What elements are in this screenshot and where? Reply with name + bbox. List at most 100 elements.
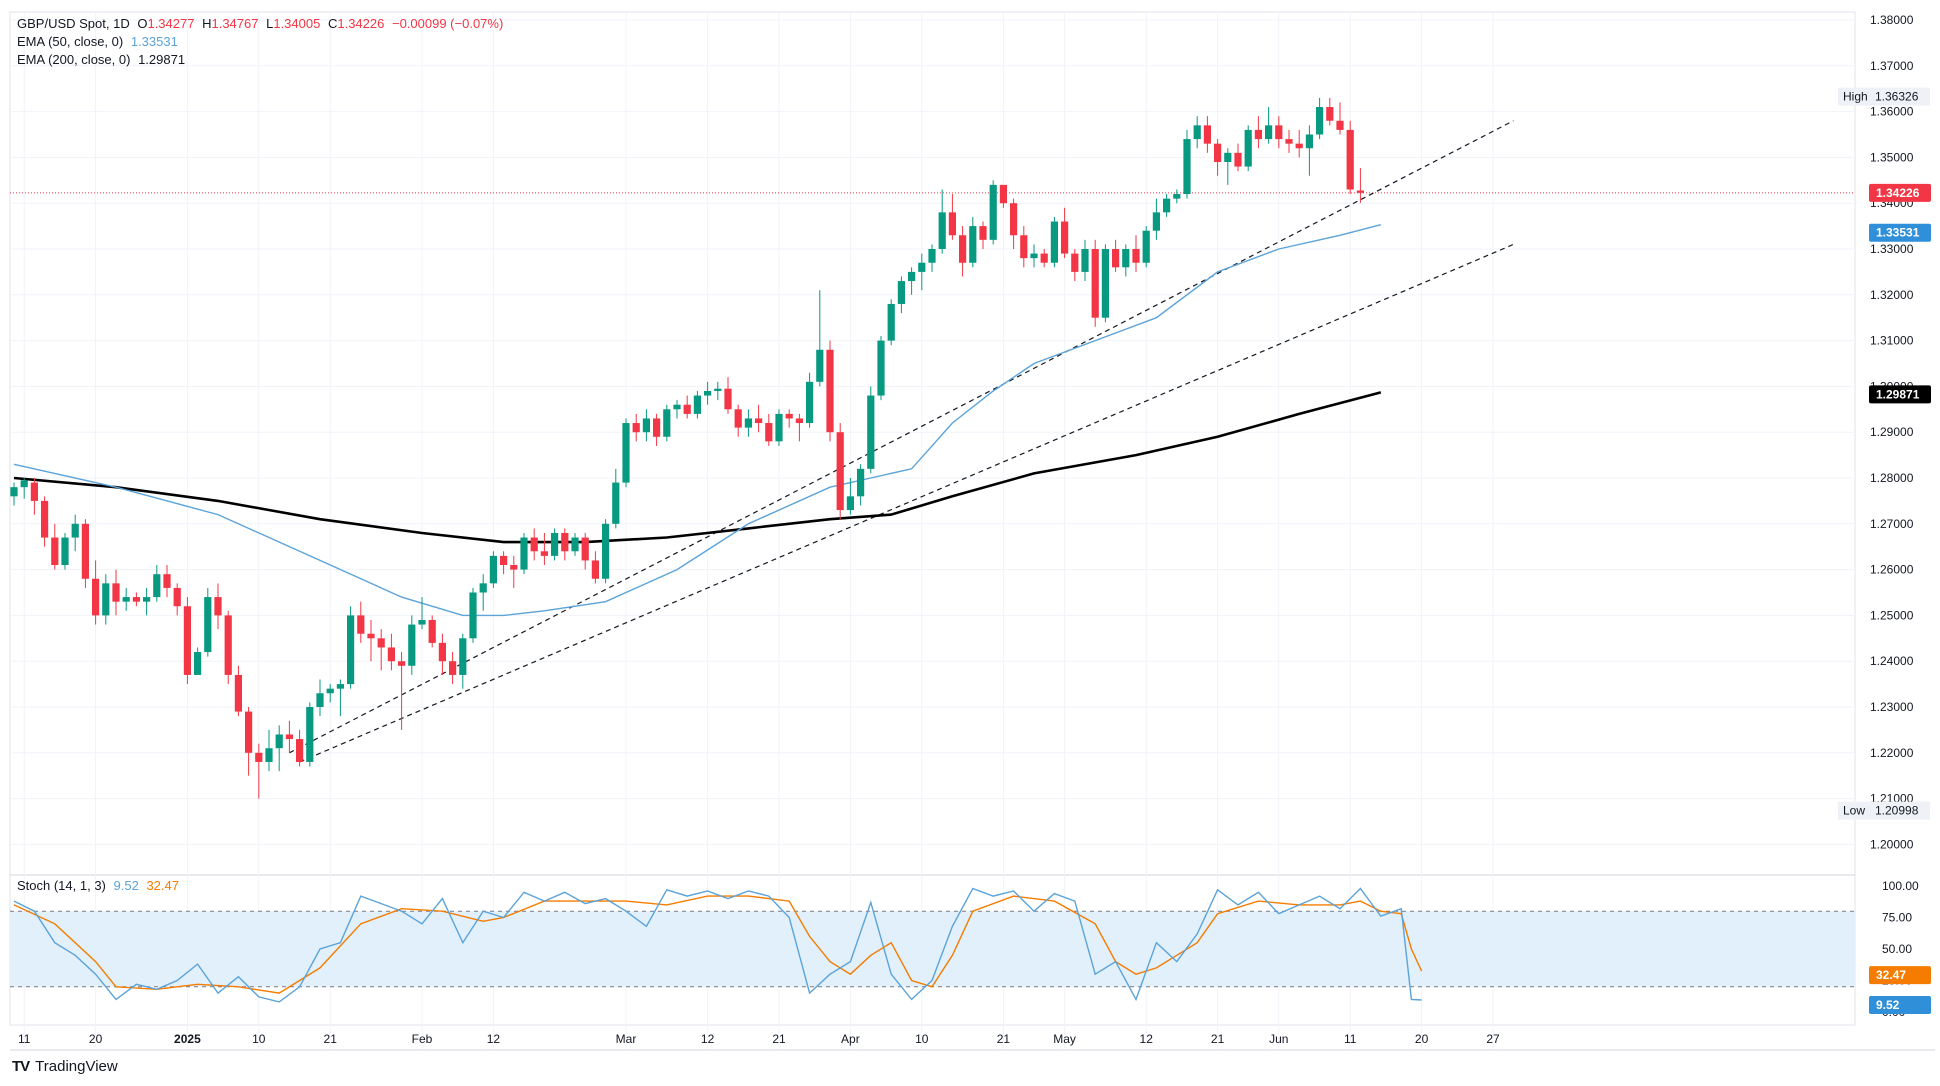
- candle-body: [275, 734, 283, 749]
- candle: [816, 290, 824, 387]
- time-tick-label: 21: [1211, 1032, 1225, 1046]
- candle-body: [724, 388, 732, 410]
- candle: [71, 514, 79, 552]
- candle-body: [1214, 143, 1222, 162]
- candle: [632, 413, 640, 442]
- candle: [479, 574, 487, 611]
- time-tick-label: 21: [324, 1032, 338, 1046]
- high-marker: High 1.36326: [1838, 87, 1930, 106]
- candle: [1030, 244, 1038, 268]
- price-tick-label: 1.29000: [1870, 425, 1914, 439]
- stoch-legend: Stoch (14, 1, 3) 9.52 32.47: [17, 878, 183, 893]
- ema200-label: EMA (200, close, 0): [17, 52, 131, 67]
- candle-body: [255, 752, 263, 762]
- stoch-label: Stoch (14, 1, 3): [17, 878, 106, 893]
- candle: [234, 665, 242, 717]
- candle-body: [602, 523, 610, 579]
- symbol-legend: GBP/USD Spot, 1D O1.34277 H1.34767 L1.34…: [17, 16, 507, 31]
- candle-body: [591, 560, 599, 579]
- price-tick-label: 1.26000: [1870, 563, 1914, 577]
- candle: [1091, 239, 1099, 327]
- candle-body: [1224, 152, 1232, 162]
- candle-body: [489, 555, 497, 584]
- time-tick-label: Apr: [841, 1032, 860, 1046]
- last-price-badge-text: 1.34226: [1876, 186, 1920, 200]
- candle-body: [1030, 253, 1038, 259]
- candle: [734, 404, 742, 437]
- candle-body: [1061, 221, 1069, 254]
- time-tick-label: Mar: [616, 1032, 637, 1046]
- tradingview-brand[interactable]: TV TradingView: [12, 1058, 118, 1075]
- candle: [173, 583, 181, 616]
- osc-tick-label: 75.00: [1882, 911, 1912, 925]
- ema50-badge-text: 1.33531: [1876, 226, 1920, 240]
- time-tick-label: 12: [1140, 1032, 1154, 1046]
- candle: [806, 372, 814, 428]
- candle: [1265, 107, 1273, 144]
- candle-body: [642, 418, 650, 433]
- candle: [367, 619, 375, 662]
- candle-body: [1275, 125, 1283, 140]
- candle: [959, 226, 967, 277]
- candle: [489, 551, 497, 588]
- candle-body: [285, 734, 293, 740]
- candle-body: [408, 624, 416, 666]
- candle-body: [479, 583, 487, 593]
- candle: [112, 569, 120, 616]
- candle-body: [224, 615, 232, 675]
- candle: [61, 532, 69, 570]
- candle-body: [367, 633, 375, 639]
- grid-lines: [10, 12, 1855, 1050]
- candle-body: [1336, 120, 1344, 130]
- candle-body: [20, 480, 28, 488]
- symbol-title: GBP/USD Spot, 1D: [17, 16, 130, 31]
- candle-body: [132, 597, 140, 602]
- candle: [989, 180, 997, 245]
- candle-body: [765, 423, 773, 442]
- candle-body: [806, 381, 814, 424]
- price-axis: 1.380001.370001.360001.350001.340001.330…: [1870, 13, 1914, 851]
- candle-body: [979, 226, 987, 240]
- candle: [724, 377, 732, 414]
- ema50-badge-bg: [1869, 223, 1931, 242]
- candle-body: [836, 432, 844, 511]
- plot-frame: [9, 11, 1856, 1026]
- candle: [836, 423, 844, 520]
- candle: [887, 299, 895, 346]
- candle-body: [336, 684, 344, 689]
- candle: [245, 707, 253, 776]
- high-marker-label: High: [1843, 90, 1868, 104]
- candle: [602, 519, 610, 584]
- candle: [51, 523, 59, 570]
- candle-body: [663, 409, 671, 437]
- close-value: C1.34226: [327, 16, 385, 31]
- osc-tick-label: 100.00: [1882, 879, 1919, 893]
- candle: [398, 652, 406, 730]
- candle-body: [112, 583, 120, 602]
- ema200-value: 1.29871: [138, 52, 186, 67]
- candle: [163, 565, 171, 598]
- candle: [653, 413, 661, 446]
- candle-body: [1244, 129, 1252, 167]
- candle: [571, 532, 579, 556]
- ema50-label: EMA (50, close, 0): [17, 34, 124, 49]
- last-price-badge: 1.34226: [1869, 183, 1931, 202]
- candle: [265, 729, 273, 772]
- candle-body: [867, 395, 875, 469]
- candle: [1224, 148, 1232, 185]
- ema200-line: [13, 391, 1382, 544]
- price-tick-label: 1.20000: [1870, 837, 1914, 851]
- candle-body: [387, 647, 395, 662]
- candle: [183, 597, 191, 685]
- time-tick-label: 11: [1344, 1032, 1357, 1046]
- price-tick-label: 1.23000: [1870, 700, 1914, 714]
- candle-body: [683, 404, 691, 414]
- candle-body: [1295, 143, 1303, 149]
- candle: [999, 184, 1007, 208]
- candle: [775, 409, 783, 446]
- price-tick-label: 1.22000: [1870, 746, 1914, 760]
- candle: [153, 565, 161, 602]
- candle: [306, 702, 314, 767]
- candle-body: [1091, 249, 1099, 318]
